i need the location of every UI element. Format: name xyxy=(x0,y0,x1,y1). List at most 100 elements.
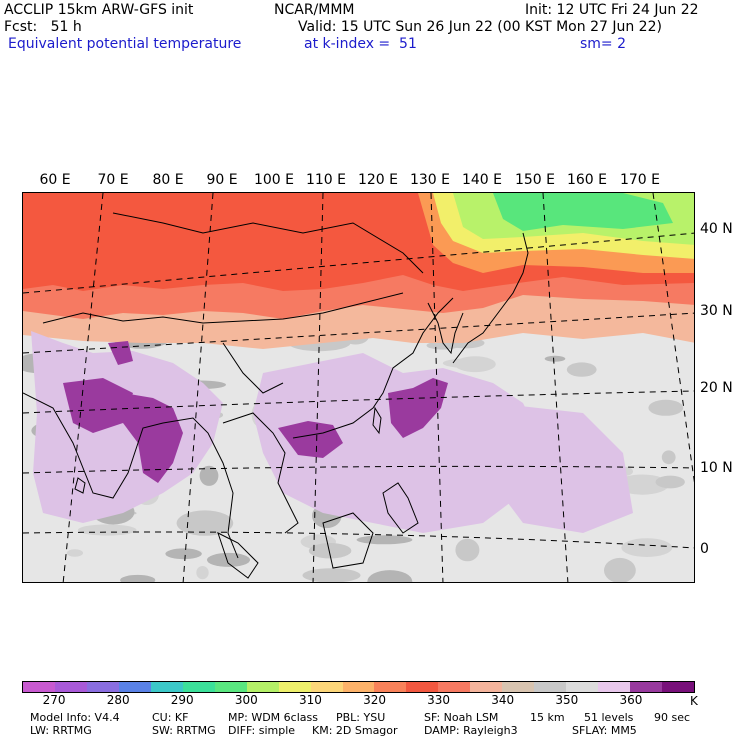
colorbar-tick-label: 360 xyxy=(619,693,643,707)
gray-patch xyxy=(77,524,137,536)
footer-line2-item: SFLAY: MM5 xyxy=(572,724,637,737)
gray-patch xyxy=(455,538,480,562)
lon-label: 160 E xyxy=(566,172,608,188)
footer-line1-item: 51 levels xyxy=(584,711,634,724)
gray-patch xyxy=(604,557,636,582)
footer-line2-item: KM: 2D Smagor xyxy=(312,724,398,737)
lon-label: 110 E xyxy=(305,172,347,188)
colorbar-unit: K xyxy=(690,694,698,708)
coastline-korea xyxy=(427,302,464,355)
purple-south-china xyxy=(278,421,343,458)
gray-patch xyxy=(544,355,566,362)
gray-patch xyxy=(120,574,156,582)
colorbar-swatch xyxy=(214,682,247,692)
colorbar-tick-label: 330 xyxy=(427,693,451,707)
colorbar-swatch xyxy=(662,682,695,692)
gray-patch xyxy=(66,549,84,557)
coastline-south-asia xyxy=(23,392,239,559)
coastline-sri-lanka xyxy=(74,477,86,494)
colorbar-swatch xyxy=(54,682,87,692)
lat-label: 0 xyxy=(700,541,709,557)
colorbar-swatch xyxy=(598,682,631,692)
colorbar-tick-label: 300 xyxy=(234,693,258,707)
footer-line2-item: LW: RRTMG xyxy=(30,724,92,737)
colorbar-tick-label: 320 xyxy=(363,693,386,707)
gray-patch xyxy=(302,568,361,582)
lon-label: 90 E xyxy=(206,172,238,188)
gray-patch xyxy=(176,510,234,536)
colorbar xyxy=(22,681,695,693)
colorbar-tick-label: 350 xyxy=(555,693,579,707)
forecast-hour: Fcst: 51 h xyxy=(4,19,82,35)
map-panel xyxy=(22,192,695,583)
border-interior-1 xyxy=(42,292,404,324)
colorbar-swatch xyxy=(182,682,215,692)
lon-label: 100 E xyxy=(253,172,295,188)
smoothing-label: sm= 2 xyxy=(580,36,627,52)
gray-patch xyxy=(566,362,597,377)
colorbar-swatch xyxy=(150,682,183,692)
coastline-sumatra xyxy=(217,532,259,579)
gray-patch xyxy=(308,543,352,559)
gray-patch xyxy=(442,358,490,368)
colorbar-swatch xyxy=(23,682,55,692)
footer-line1-item: 15 km xyxy=(530,711,565,724)
green-band xyxy=(493,193,673,231)
gray-patch xyxy=(621,538,673,557)
colorbar-swatch xyxy=(310,682,343,692)
colorbar-swatch xyxy=(438,682,471,692)
lon-label: 80 E xyxy=(152,172,184,188)
lat-label: 20 N xyxy=(700,380,733,396)
lavender-pacific xyxy=(493,403,633,533)
level-label: at k-index = 51 xyxy=(304,36,417,52)
colorbar-tick-label: 310 xyxy=(298,693,322,707)
gray-patch xyxy=(426,341,460,350)
coastline-china xyxy=(292,297,454,439)
theta-e-map xyxy=(23,193,694,582)
colorbar-tick-label: 270 xyxy=(42,693,66,707)
lat-label: 30 N xyxy=(700,303,733,319)
purple-india-west xyxy=(63,378,133,433)
gray-patch xyxy=(648,399,684,416)
lon-label: 70 E xyxy=(97,172,129,188)
footer-line1-item: Model Info: V4.4 xyxy=(30,711,120,724)
colorbar-swatch xyxy=(86,682,119,692)
gray-patch xyxy=(655,475,685,489)
gray-patch xyxy=(196,566,209,580)
footer-line1-item: CU: KF xyxy=(152,711,189,724)
coastline-taiwan xyxy=(372,406,382,435)
coastline-borneo xyxy=(322,512,374,569)
footer-line1-item: SF: Noah LSM xyxy=(424,711,499,724)
colorbar-swatch xyxy=(566,682,599,692)
colorbar-swatch xyxy=(342,682,375,692)
colorbar-swatch xyxy=(278,682,311,692)
colorbar-swatch xyxy=(406,682,439,692)
lon-label: 130 E xyxy=(409,172,451,188)
lon-label: 170 E xyxy=(619,172,661,188)
org-label: NCAR/MMM xyxy=(274,2,355,18)
lon-label: 120 E xyxy=(357,172,399,188)
border-interior-2 xyxy=(112,212,424,274)
lon-label: 150 E xyxy=(514,172,556,188)
border-interior-3 xyxy=(222,342,284,394)
coastline-philippines xyxy=(382,482,419,534)
model-title: ACCLIP 15km ARW-GFS init xyxy=(4,2,194,18)
colorbar-tick-label: 280 xyxy=(106,693,130,707)
footer-line1-item: MP: WDM 6class xyxy=(228,711,318,724)
gray-patch xyxy=(206,552,251,567)
purple-india-bay xyxy=(123,393,183,483)
colorbar-swatch xyxy=(246,682,279,692)
lon-label: 140 E xyxy=(461,172,503,188)
gray-patch xyxy=(165,548,202,560)
colorbar-swatch xyxy=(118,682,151,692)
lon-label: 60 E xyxy=(39,172,71,188)
footer-line2-item: SW: RRTMG xyxy=(152,724,216,737)
gray-patch xyxy=(356,535,413,545)
lat-label: 40 N xyxy=(700,221,733,237)
colorbar-swatch xyxy=(534,682,567,692)
footer-line2-item: DIFF: simple xyxy=(228,724,296,737)
footer-line2-item: DAMP: Rayleigh3 xyxy=(424,724,518,737)
lat-label: 10 N xyxy=(700,460,733,476)
coastline-japan xyxy=(452,232,529,364)
footer-line1-item: PBL: YSU xyxy=(336,711,386,724)
